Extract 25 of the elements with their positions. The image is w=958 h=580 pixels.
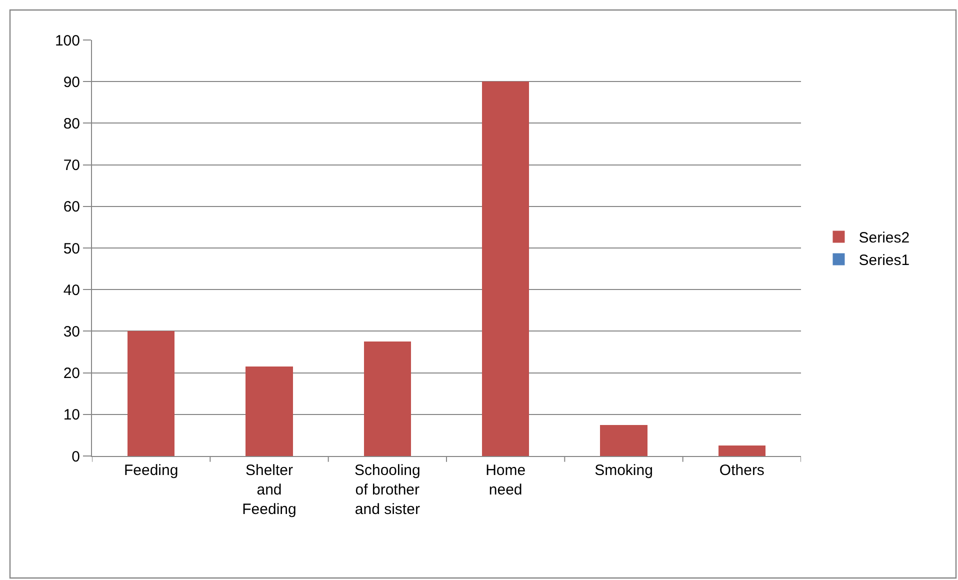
y-tick-label: 80: [63, 115, 80, 132]
bar: [718, 446, 766, 456]
bar: [364, 342, 412, 456]
legend-label: Series1: [858, 252, 910, 270]
legend-label: Series2: [858, 230, 910, 247]
bar: [482, 82, 530, 456]
x-tick-label: Others: [719, 462, 764, 479]
x-tick-label: Feeding: [124, 462, 178, 479]
y-tick-label: 90: [63, 74, 80, 91]
x-tick-label: Schooling of brother and sister: [354, 462, 420, 518]
y-tick-label: 70: [63, 157, 80, 174]
bar: [246, 366, 293, 456]
y-tick-label: 10: [63, 406, 80, 424]
bar: [127, 331, 175, 456]
y-tick-label: 60: [63, 198, 80, 216]
y-tick-label: 100: [54, 32, 80, 50]
y-tick-label: 50: [63, 240, 80, 258]
y-tick-label: 40: [63, 282, 80, 299]
x-tick-label: Home need: [486, 462, 526, 498]
x-tick-label: Shelter and Feeding: [242, 462, 296, 518]
x-tick-label: Smoking: [594, 462, 653, 479]
y-tick-label: 30: [63, 323, 80, 340]
y-tick-label: 20: [63, 365, 80, 382]
y-tick-label: 0: [72, 448, 80, 466]
bar: [600, 424, 648, 456]
